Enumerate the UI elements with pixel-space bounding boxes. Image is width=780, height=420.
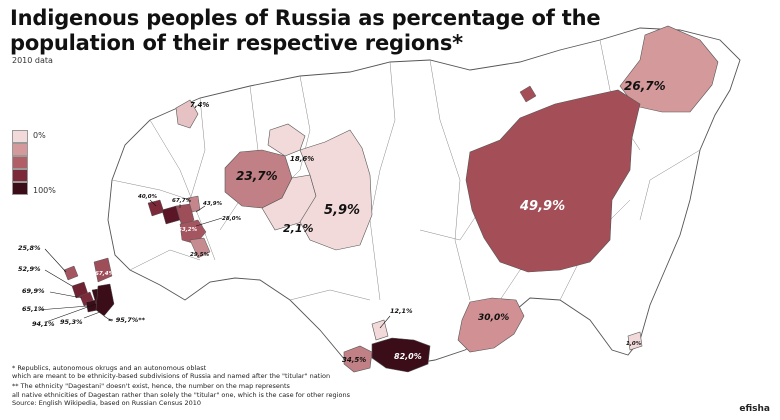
label-evenkia: 5,9%: [324, 203, 360, 218]
label-khakassia: 12,1%: [390, 307, 413, 315]
label-chechnya: 95,3%: [60, 318, 83, 326]
region-taimyr: [267, 123, 306, 157]
legend-max-label: 100%: [33, 186, 56, 195]
region-altai: [343, 345, 373, 373]
label-udmurtia: 43,9%: [203, 201, 223, 207]
label-ingushetia-left: 65,1%: [22, 305, 45, 313]
region-sakha: [465, 89, 641, 273]
legend-swatch-4: [12, 169, 28, 182]
note-1-line-1: * Republics, autonomous okrugs and an au…: [12, 364, 207, 372]
label-jewish-ao: 1,0%: [626, 341, 642, 347]
label-chuvashia: 67,7%: [172, 198, 192, 204]
note-2-line-2: all native ethnicities of Dagestan rathe…: [12, 390, 350, 399]
label-tatarstan: 53,2%: [178, 227, 198, 233]
label-taimyr: 18,6%: [290, 155, 314, 163]
note-2-line-1: ** The ethnicity "Dagestani" doesn't exi…: [12, 382, 290, 391]
legend-swatch-1: [12, 130, 28, 143]
label-ingushetia: 94,1%: [32, 320, 55, 328]
region-evenkia: [299, 129, 373, 251]
callout-lines: [37, 199, 391, 329]
label-kabardino: 52,9%: [18, 265, 41, 273]
source-note: Source: English Wikipedia, based on Russ…: [12, 398, 202, 407]
region-koryak: [519, 85, 537, 103]
label-mari-el: 40,0%: [138, 194, 158, 200]
region-jewish-ao: [627, 331, 643, 351]
region-tuva: [371, 337, 431, 373]
region-karachay: [63, 265, 79, 281]
label-karachay: 25,8%: [18, 244, 41, 252]
region-mordovia: [189, 237, 211, 259]
label-altai: 34,5%: [342, 356, 366, 364]
label-yamalo-nenets: 23,7%: [236, 169, 278, 183]
region-nenets: [175, 99, 199, 129]
legend-swatch-3: [12, 156, 28, 169]
label-khanty-mansi: 2,1%: [283, 222, 314, 235]
region-buryatia: [457, 297, 525, 353]
legend-min-label: 0%: [33, 131, 46, 140]
label-kalmykia: 67,4%: [95, 271, 115, 277]
region-chukotka: [619, 25, 719, 113]
region-kalmykia: [93, 257, 113, 283]
label-nenets: 7,4%: [190, 101, 209, 109]
map-subtitle: 2010 data: [12, 56, 53, 65]
label-chukotka: 26,7%: [624, 79, 666, 93]
label-bashkortostan: 28,0%: [222, 216, 242, 222]
author-credit: efisha: [739, 404, 770, 414]
label-north-ossetia: 69,9%: [22, 287, 45, 295]
label-dagestan: ≈ 95,7%**: [108, 316, 146, 324]
legend-swatch-2: [12, 143, 28, 156]
region-bashkortostan: [179, 219, 207, 245]
legend-swatch-5: [12, 182, 28, 195]
label-buryatia: 30,0%: [478, 313, 509, 323]
region-dagestan: [95, 283, 115, 317]
note-1-line-2: which are meant to be ethnicity-based su…: [12, 372, 331, 381]
region-khakassia: [371, 319, 389, 341]
map-legend: 0% 100%: [12, 130, 56, 195]
label-tuva: 82,0%: [394, 352, 422, 361]
region-udmurtia: [187, 195, 201, 213]
footnotes: * Republics, autonomous okrugs and an au…: [12, 364, 392, 407]
label-sakha: 49,9%: [519, 199, 565, 214]
map-title: Indigenous peoples of Russia as percenta…: [10, 6, 601, 55]
label-mordovia: 29,5%: [190, 252, 210, 258]
